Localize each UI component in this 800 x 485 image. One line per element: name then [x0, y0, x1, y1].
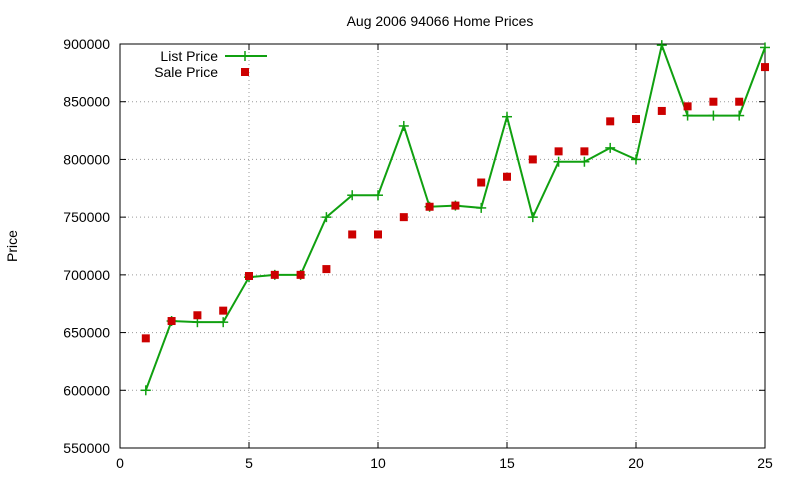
- list-price-point: [760, 42, 770, 53]
- list-price-point: [682, 110, 693, 121]
- list-price-point: [656, 40, 667, 51]
- sale-price-point: [322, 265, 331, 274]
- list-price-point: [140, 385, 151, 396]
- sale-price-point: [477, 178, 486, 187]
- sale-price-point: [451, 201, 460, 210]
- y-tick-label: 650000: [63, 325, 110, 341]
- sale-price-point: [503, 172, 511, 181]
- sale-price-point: [270, 270, 279, 279]
- list-price-point: [347, 190, 358, 201]
- sale-price-point: [580, 147, 589, 156]
- list-price-point: [218, 317, 229, 328]
- sale-price-point: [374, 230, 382, 239]
- sale-price-point: [606, 117, 615, 126]
- x-tick-label: 15: [499, 455, 515, 471]
- list-price-point: [708, 110, 719, 121]
- list-price-point: [553, 156, 564, 167]
- list-price-point: [605, 142, 616, 153]
- legend-square-swatch: [241, 68, 249, 76]
- y-tick-label: 750000: [63, 209, 110, 225]
- sale-price-point: [425, 202, 434, 211]
- legend-plus-swatch: [240, 51, 250, 61]
- y-axis-label: Price: [4, 230, 20, 262]
- list-price-point: [373, 190, 383, 201]
- sale-price-point: [245, 272, 253, 281]
- tick-labels: 0 5 10 15 20 25 550000 600000 650000 700000 750000…: [63, 36, 773, 471]
- list-price-point: [321, 212, 332, 223]
- plot-border: [119, 43, 766, 449]
- sale-price-point: [683, 102, 692, 111]
- sale-price-point: [296, 270, 305, 279]
- x-tick-label: 10: [370, 455, 386, 471]
- sale-price-point: [554, 147, 563, 156]
- list-price-point: [527, 212, 538, 223]
- y-tick-label: 800000: [63, 151, 110, 167]
- list-price-point: [734, 110, 745, 121]
- x-tick-label: 20: [628, 455, 644, 471]
- sale-price-point: [761, 63, 769, 72]
- list-price-point: [502, 111, 512, 122]
- sale-price-point: [709, 97, 718, 106]
- list-price-point: [579, 156, 590, 167]
- sale-price-point: [219, 306, 228, 315]
- x-tick-label: 25: [757, 455, 773, 471]
- list-price-point: [398, 120, 409, 131]
- sale-price-point: [657, 106, 666, 115]
- sale-price-point: [632, 115, 640, 124]
- axes: [119, 43, 766, 449]
- series-line: [144, 41, 766, 391]
- list-price-point: [631, 154, 641, 165]
- sale-price-point: [193, 311, 202, 320]
- sale-price-point: [141, 334, 150, 343]
- chart-title: Aug 2006 94066 Home Prices: [347, 13, 534, 29]
- legend-item: Sale Price: [154, 64, 249, 80]
- legend-label: List Price: [160, 48, 218, 64]
- sale-price-point: [348, 230, 357, 239]
- y-tick-label: 850000: [63, 94, 110, 110]
- x-tick-label: 5: [245, 455, 253, 471]
- sale-price-point: [528, 155, 537, 164]
- list-price-point: [476, 202, 487, 213]
- legend-label: Sale Price: [154, 64, 218, 80]
- series-list-price: [140, 40, 770, 396]
- y-tick-label: 600000: [63, 382, 110, 398]
- sale-price-point: [735, 97, 744, 106]
- series-sale-price: [141, 63, 769, 343]
- sale-price-point: [167, 317, 176, 326]
- y-tick-label: 550000: [63, 440, 110, 456]
- legend-item: List Price: [160, 48, 267, 64]
- series: [140, 40, 770, 396]
- y-tick-label: 900000: [63, 36, 110, 52]
- sale-price-point: [399, 213, 408, 222]
- y-tick-label: 700000: [63, 267, 110, 283]
- x-tick-label: 0: [116, 455, 124, 471]
- grid: [120, 44, 765, 448]
